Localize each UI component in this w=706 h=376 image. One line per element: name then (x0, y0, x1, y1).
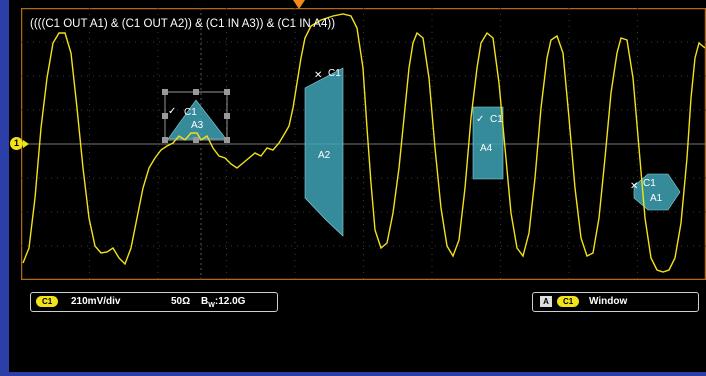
mask-a2-status-icon: ✕ (314, 70, 323, 81)
channel-marker-arrow (23, 140, 29, 148)
channel-badge: C1 (36, 296, 59, 307)
grid-lines (21, 8, 706, 280)
input-impedance: 50Ω (171, 296, 191, 307)
mask-a4-id-label: A4 (480, 143, 493, 154)
mask-a1-channel-label: C1 (643, 178, 656, 189)
mask-a2-channel-label: C1 (328, 68, 341, 79)
left-panel-bar (0, 0, 9, 376)
bottom-bar (0, 372, 706, 376)
mask-a3-status-icon: ✓ (168, 106, 177, 117)
channel-1-marker[interactable]: 1 (10, 137, 23, 150)
mask-regions (167, 67, 681, 237)
mask-a1-id-label: A1 (650, 193, 663, 204)
trigger-channel-badge: C1 (557, 296, 580, 307)
trigger-mode: Window (589, 296, 628, 307)
mask-a3-selection-handles[interactable] (162, 89, 230, 143)
mask-a3-id-label: A3 (191, 120, 204, 131)
mask-a3-channel-label: C1 (184, 107, 197, 118)
bandwidth-readout: BW:12.0G (201, 296, 246, 309)
mask-a2-region (304, 67, 344, 237)
waveform-graticule[interactable] (21, 8, 706, 280)
mask-expression: ((((C1 OUT A1) & (C1 OUT A2)) & (C1 IN A… (30, 18, 336, 30)
mask-a4-channel-label: C1 (490, 114, 503, 125)
mask-a2-id-label: A2 (318, 150, 331, 161)
mask-a1-status-icon: ✕ (630, 181, 639, 192)
mask-a4-status-icon: ✓ (476, 114, 485, 125)
trigger-readout[interactable]: A C1 Window (532, 292, 699, 312)
c1-waveform-trace (22, 13, 706, 273)
trigger-a-icon: A (540, 296, 552, 307)
channel-readout[interactable]: C1 210mV/div 50Ω BW:12.0G (30, 292, 278, 312)
mask-a4-region (472, 106, 504, 180)
trigger-position-marker[interactable] (293, 0, 305, 10)
vertical-scale: 210mV/div (71, 296, 121, 307)
mask-a1-region (633, 173, 681, 211)
